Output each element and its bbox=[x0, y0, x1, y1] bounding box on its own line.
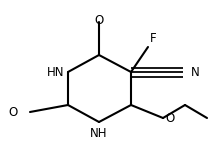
Text: NH: NH bbox=[90, 127, 108, 140]
Text: O: O bbox=[165, 111, 174, 124]
Text: O: O bbox=[9, 106, 18, 119]
Text: HN: HN bbox=[46, 66, 64, 78]
Text: N: N bbox=[191, 66, 200, 78]
Text: F: F bbox=[150, 32, 157, 45]
Text: O: O bbox=[94, 14, 104, 27]
